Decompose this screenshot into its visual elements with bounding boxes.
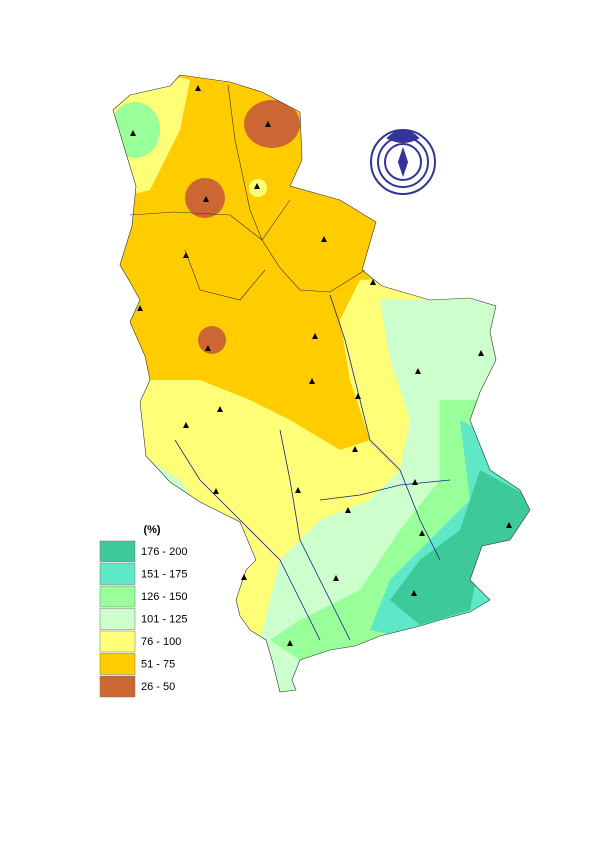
legend: (%) 176 - 200 151 - 175 126 - 150 101 - 125… xyxy=(99,524,187,698)
legend-label: 176 - 200 xyxy=(141,546,187,558)
legend-label: 151 - 175 xyxy=(141,568,187,580)
zone xyxy=(244,100,300,148)
region-border xyxy=(227,84,291,241)
legend-swatch xyxy=(99,563,136,585)
zone xyxy=(198,326,226,354)
river xyxy=(174,439,321,641)
logo xyxy=(370,129,436,195)
legend-swatch xyxy=(99,540,136,563)
legend-title: (%) xyxy=(143,524,160,536)
river xyxy=(279,429,351,641)
legend-label: 26 - 50 xyxy=(141,681,175,693)
legend-label: 76 - 100 xyxy=(141,636,181,648)
river xyxy=(329,294,441,561)
legend-label: 126 - 150 xyxy=(141,591,187,603)
legend-swatch xyxy=(99,630,136,653)
region-border xyxy=(184,249,266,301)
legend-swatch xyxy=(99,608,136,630)
zone xyxy=(113,102,160,158)
region-border xyxy=(129,211,366,293)
legend-label: 51 - 75 xyxy=(141,658,175,670)
legend-swatch xyxy=(99,675,136,698)
zone xyxy=(390,470,530,625)
legend-swatch xyxy=(99,585,136,608)
legend-label: 101 - 125 xyxy=(141,613,187,625)
legend-swatch xyxy=(99,653,136,675)
river xyxy=(319,479,451,501)
